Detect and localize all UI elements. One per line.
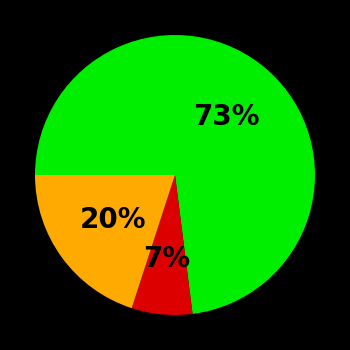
- Text: 7%: 7%: [144, 245, 191, 273]
- Text: 73%: 73%: [193, 103, 259, 131]
- Wedge shape: [35, 175, 175, 308]
- Text: 20%: 20%: [79, 206, 146, 234]
- Wedge shape: [35, 35, 315, 314]
- Wedge shape: [132, 175, 192, 315]
